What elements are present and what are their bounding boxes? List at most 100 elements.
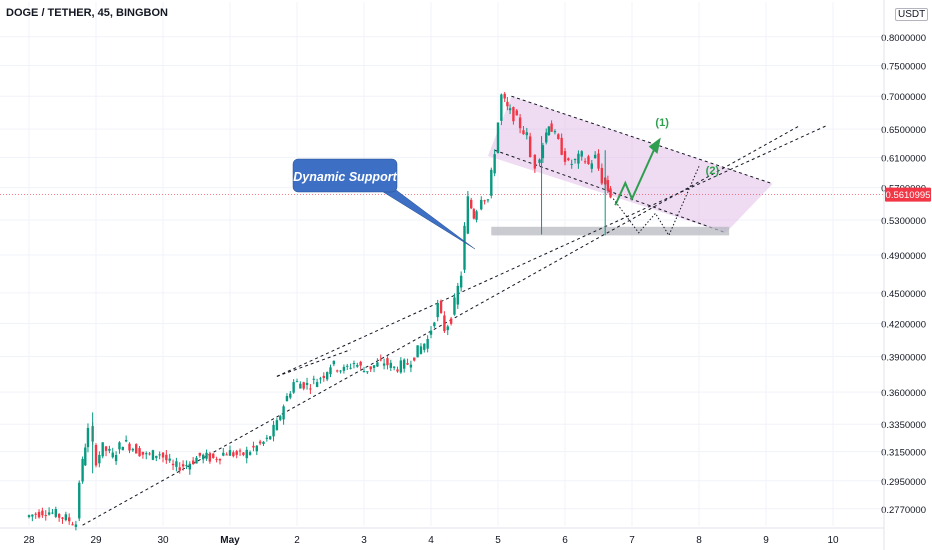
candle — [282, 404, 285, 425]
candle-body — [319, 378, 322, 380]
x-tick-label: 10 — [827, 535, 839, 546]
candle — [191, 456, 195, 465]
candle-body — [443, 315, 446, 332]
x-tick-label: 2 — [294, 535, 300, 546]
candle-body — [325, 372, 329, 380]
candle-body — [131, 448, 135, 451]
y-tick-label: 0.2950000 — [881, 477, 926, 488]
candle — [242, 452, 245, 457]
candle — [111, 447, 114, 459]
x-tick-label: 29 — [90, 535, 102, 546]
candle — [436, 299, 439, 322]
candle — [389, 359, 392, 372]
candle-body — [302, 382, 305, 389]
candle-body — [600, 167, 604, 184]
candle — [235, 449, 238, 459]
candle — [470, 197, 473, 210]
candle — [590, 159, 593, 173]
candle — [593, 151, 597, 159]
y-tick-label: 0.4500000 — [881, 289, 926, 300]
candle-body — [305, 382, 309, 385]
candle — [376, 358, 379, 367]
trendline-upper-segment — [276, 349, 351, 377]
candle-body — [396, 369, 399, 372]
candle-body — [74, 524, 78, 527]
candle-body — [111, 452, 114, 458]
candle-body — [108, 448, 111, 451]
candle — [302, 381, 305, 391]
candle-body — [265, 437, 269, 439]
candle — [597, 149, 600, 171]
candle-body — [429, 330, 433, 335]
candle — [245, 446, 248, 464]
candle — [583, 158, 587, 164]
candle — [359, 360, 362, 370]
candle-body — [64, 514, 68, 521]
candle-body — [86, 427, 90, 448]
candle — [567, 157, 570, 162]
candle — [68, 513, 71, 525]
candle-body — [563, 151, 567, 162]
candle — [212, 453, 215, 459]
candle-body — [426, 339, 429, 349]
candle — [161, 452, 165, 463]
candle-body — [436, 303, 439, 318]
callout-box — [292, 158, 398, 193]
candle-body — [171, 463, 175, 466]
candle-body — [71, 524, 74, 526]
y-tick-label: 0.3900000 — [881, 353, 926, 364]
candle — [232, 450, 235, 458]
candle-body — [392, 366, 396, 368]
x-tick-label: 7 — [629, 535, 635, 546]
candle — [580, 150, 583, 161]
x-tick-label: 3 — [361, 535, 367, 546]
y-tick-label: 0.3600000 — [881, 388, 926, 399]
candle — [342, 364, 346, 374]
candle-body — [352, 363, 356, 365]
candle-body — [547, 126, 551, 136]
candle — [329, 364, 332, 378]
candle — [577, 150, 580, 169]
candle-body — [285, 395, 289, 402]
candle — [312, 375, 315, 385]
candle-body — [336, 370, 339, 372]
candle — [336, 369, 339, 373]
candle — [188, 461, 191, 475]
candle — [500, 93, 503, 126]
candle-body — [349, 367, 352, 369]
candle-body — [205, 452, 208, 459]
candle — [406, 358, 409, 366]
candle-body — [503, 93, 506, 99]
candle-body — [413, 357, 416, 361]
candle — [225, 452, 228, 456]
candle-body — [248, 452, 252, 455]
candle-body — [104, 446, 108, 451]
candle — [185, 460, 188, 470]
candle-body — [165, 454, 168, 461]
candle — [155, 455, 158, 462]
candle — [86, 423, 90, 453]
candle-body — [439, 300, 443, 314]
candle — [366, 371, 369, 374]
candle-body — [597, 153, 600, 169]
candle-body — [369, 366, 372, 370]
candle — [299, 381, 302, 389]
candle — [265, 434, 269, 442]
candle-body — [118, 442, 121, 450]
currency-label[interactable]: USDT — [895, 8, 929, 21]
candle — [138, 445, 141, 457]
candle-body — [332, 360, 336, 365]
candle — [175, 457, 178, 472]
y-tick-label: 0.3350000 — [881, 420, 926, 431]
candle — [168, 453, 171, 463]
candle — [292, 379, 295, 394]
candle — [557, 133, 560, 140]
candle — [533, 154, 537, 173]
candle-body — [54, 509, 57, 517]
candle — [255, 445, 258, 456]
candle-body — [312, 378, 315, 380]
candle-body — [262, 441, 265, 444]
candle — [587, 154, 590, 165]
